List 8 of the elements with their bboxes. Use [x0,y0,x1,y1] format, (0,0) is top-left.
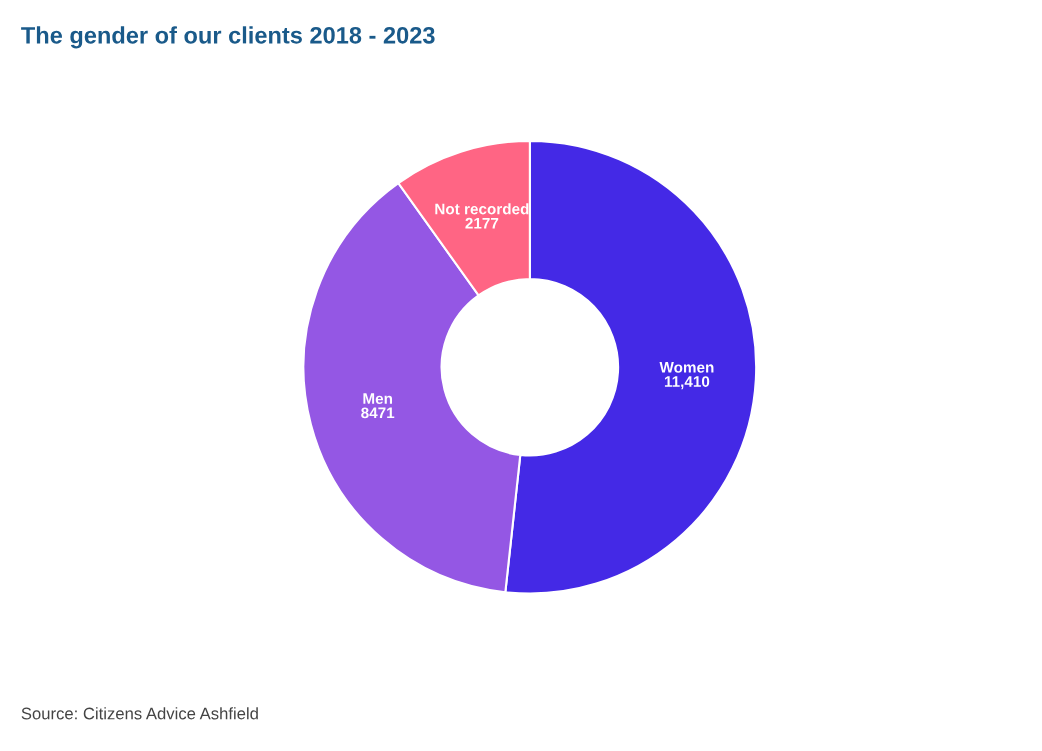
source-note: Source: Citizens Advice Ashfield [21,707,258,720]
data-label: 2177 [465,217,499,229]
slice-label: Men [363,393,393,405]
slice-label: Not recorded [435,203,529,215]
chart-title: The gender of our clients 2018 - 2023 [21,26,435,49]
data-label: 8471 [361,407,395,419]
slice-label: Women [659,362,714,373]
data-label: 11,410 [664,376,710,390]
